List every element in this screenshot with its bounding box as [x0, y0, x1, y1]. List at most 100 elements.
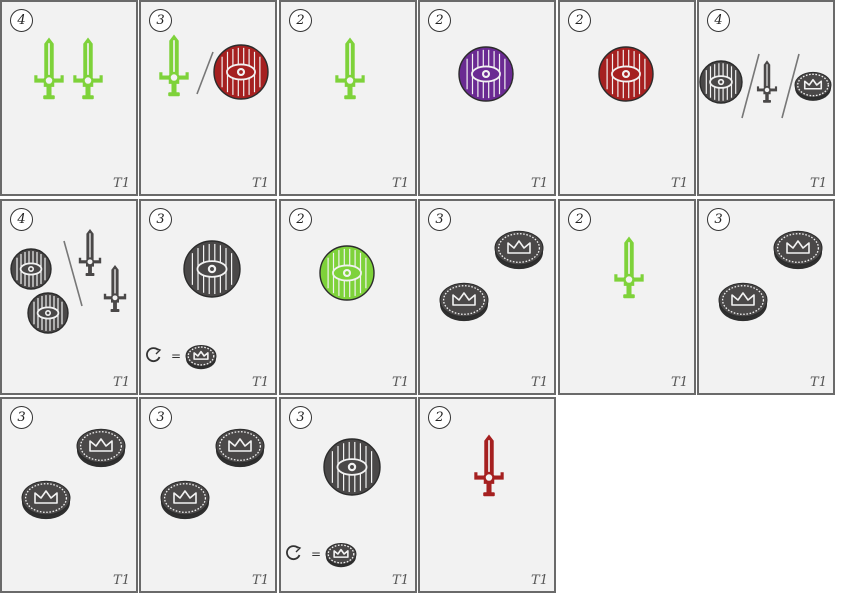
- cost-badge: 2: [568, 208, 591, 231]
- tier-label: T1: [531, 573, 548, 588]
- divider-slash: [63, 240, 83, 307]
- sword-icon: [756, 60, 778, 103]
- refresh-icon: [286, 545, 302, 561]
- shield-icon: [183, 240, 241, 298]
- shield-icon: [458, 46, 514, 102]
- game-card[interactable]: 4 T1: [0, 199, 138, 395]
- tier-label: T1: [531, 176, 548, 191]
- coin-icon: [76, 428, 126, 468]
- cost-badge: 2: [568, 9, 591, 32]
- game-card[interactable]: 3 T1: [0, 397, 138, 593]
- card-art: [319, 245, 375, 301]
- sword-icon: [614, 236, 644, 299]
- refresh-icon: [146, 347, 162, 363]
- card-art: [458, 46, 514, 102]
- card-art: [160, 428, 265, 520]
- shield-icon: [699, 60, 743, 104]
- card-art: [10, 229, 127, 334]
- card-art: =: [286, 438, 381, 568]
- sword-icon: [159, 34, 189, 97]
- game-card[interactable]: 3 T1: [139, 397, 277, 593]
- game-card[interactable]: 2 T1: [279, 0, 417, 196]
- cost-badge: 4: [10, 208, 33, 231]
- card-art: [474, 434, 504, 497]
- shield-icon: [319, 245, 375, 301]
- divider-slash: [741, 53, 760, 119]
- tier-label: T1: [113, 375, 130, 390]
- cost-badge: 2: [428, 406, 451, 429]
- card-art: [614, 236, 644, 299]
- coin-icon: [794, 71, 832, 101]
- sword-icon: [34, 37, 64, 100]
- tier-label: T1: [392, 375, 409, 390]
- cost-badge: 3: [289, 406, 312, 429]
- tier-label: T1: [392, 573, 409, 588]
- game-card[interactable]: 2 T1: [418, 397, 556, 593]
- cost-badge: 2: [289, 9, 312, 32]
- tier-label: T1: [392, 176, 409, 191]
- cost-badge: 2: [289, 208, 312, 231]
- divider-slash: [196, 51, 214, 95]
- card-art: [159, 34, 269, 100]
- coin-icon: [21, 480, 71, 520]
- card-art: [335, 37, 365, 100]
- game-card[interactable]: 4 T1: [697, 0, 835, 196]
- card-art: [718, 230, 823, 322]
- ability-equals: =: [311, 547, 321, 561]
- tier-label: T1: [252, 176, 269, 191]
- cost-badge: 3: [707, 208, 730, 231]
- coin-icon: [439, 282, 489, 322]
- card-art: [439, 230, 544, 322]
- sword-icon: [78, 229, 102, 277]
- game-card[interactable]: 3 T1: [418, 199, 556, 395]
- cost-badge: 3: [10, 406, 33, 429]
- game-card[interactable]: 2 T1: [279, 199, 417, 395]
- coin-icon: [160, 480, 210, 520]
- cost-badge: 3: [149, 208, 172, 231]
- coin-icon: [185, 345, 217, 370]
- cost-badge: 3: [149, 406, 172, 429]
- card-art: [598, 46, 654, 102]
- card-art: [21, 428, 126, 520]
- shield-icon: [598, 46, 654, 102]
- tier-label: T1: [671, 375, 688, 390]
- tier-label: T1: [671, 176, 688, 191]
- game-card[interactable]: 3 T1: [139, 0, 277, 196]
- game-card[interactable]: 2 T1: [418, 0, 556, 196]
- cost-badge: 2: [428, 9, 451, 32]
- card-art: [34, 37, 103, 100]
- sword-icon: [103, 265, 127, 313]
- coin-icon: [215, 428, 265, 468]
- coin-icon: [718, 282, 768, 322]
- game-card[interactable]: 2 T1: [558, 199, 696, 395]
- game-card[interactable]: = 3 T1: [139, 199, 277, 395]
- cost-badge: 3: [428, 208, 451, 231]
- tier-label: T1: [113, 573, 130, 588]
- game-card[interactable]: = 3 T1: [279, 397, 417, 593]
- tier-label: T1: [252, 573, 269, 588]
- cost-badge: 3: [149, 9, 172, 32]
- ability-equals: =: [171, 349, 181, 363]
- coin-icon: [325, 543, 357, 568]
- tier-label: T1: [810, 176, 827, 191]
- tier-label: T1: [113, 176, 130, 191]
- game-card[interactable]: 3 T1: [697, 199, 835, 395]
- coin-icon: [494, 230, 544, 270]
- game-card[interactable]: 4 T1: [0, 0, 138, 196]
- tier-label: T1: [810, 375, 827, 390]
- sword-icon: [73, 37, 103, 100]
- shield-icon: [27, 292, 69, 334]
- sword-icon: [335, 37, 365, 100]
- cost-badge: 4: [707, 9, 730, 32]
- shield-icon: [10, 248, 52, 290]
- tier-label: T1: [252, 375, 269, 390]
- tier-label: T1: [531, 375, 548, 390]
- divider-slash: [781, 53, 800, 119]
- shield-icon: [323, 438, 381, 496]
- coin-icon: [773, 230, 823, 270]
- sword-icon: [474, 434, 504, 497]
- shield-icon: [213, 44, 269, 100]
- game-card[interactable]: 2 T1: [558, 0, 696, 196]
- card-art: =: [146, 240, 241, 370]
